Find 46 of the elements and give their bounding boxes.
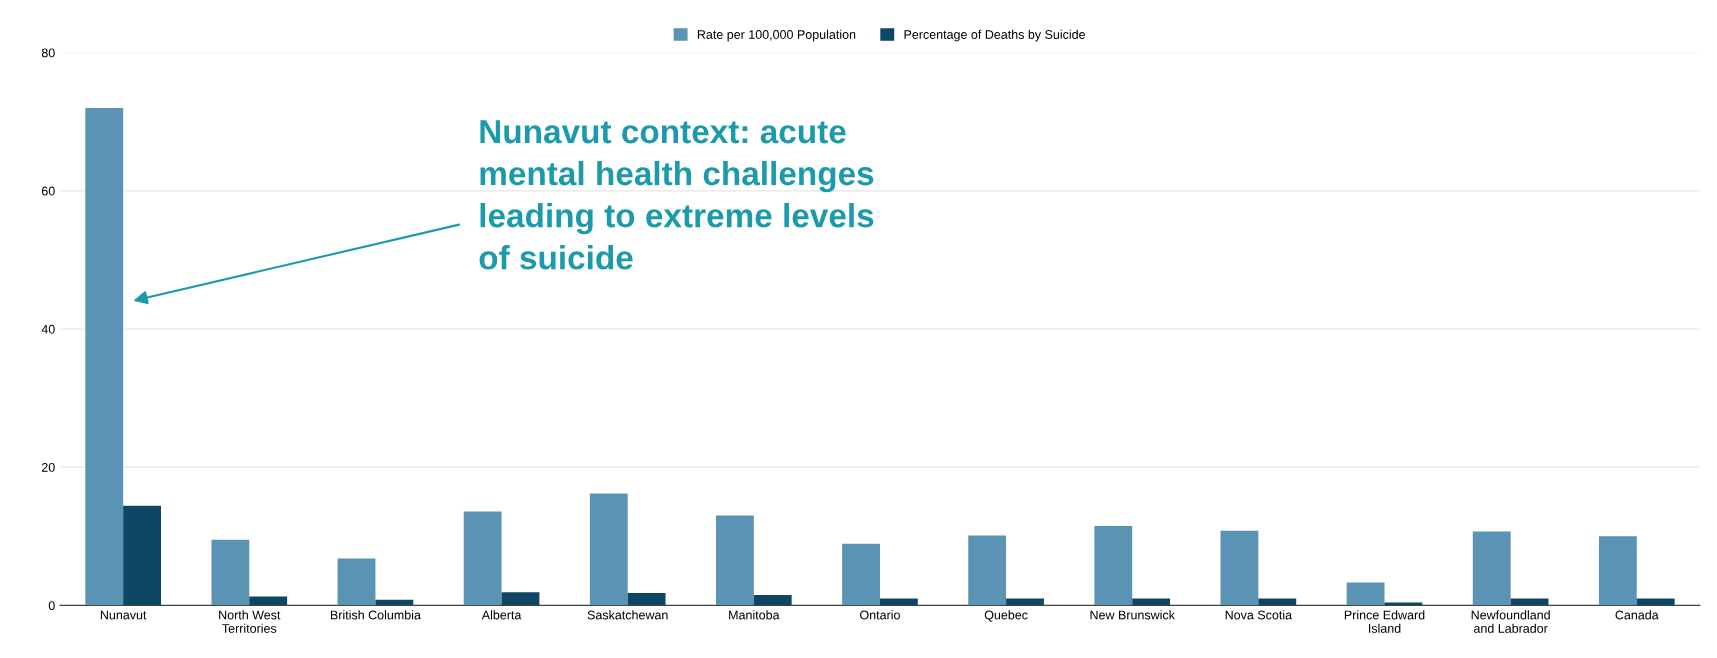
bar xyxy=(337,558,376,606)
bar xyxy=(85,107,124,606)
bar xyxy=(501,592,540,606)
bar xyxy=(968,535,1007,606)
bar xyxy=(1006,598,1044,606)
bar xyxy=(627,592,666,606)
x-tick-label: Ontario xyxy=(860,610,900,620)
bar xyxy=(123,505,161,606)
bar xyxy=(715,515,754,606)
y-tick-label: 80 xyxy=(41,48,55,58)
y-tick-label: 40 xyxy=(41,324,55,334)
bar xyxy=(1132,598,1171,606)
bar xyxy=(879,598,918,606)
bar xyxy=(1220,530,1259,606)
y-tick-label: 20 xyxy=(41,462,55,472)
legend-label: Percentage of Deaths by Suicide xyxy=(904,29,1086,42)
bar xyxy=(375,599,414,606)
x-tick-label: Saskatchewan xyxy=(587,610,668,620)
y-tick-label: 60 xyxy=(41,186,55,196)
x-tick-label: Nunavut xyxy=(100,610,147,620)
x-tick-label: New Brunswick xyxy=(1090,610,1175,620)
x-tick-label: Manitoba xyxy=(729,610,780,620)
bar xyxy=(1598,536,1637,606)
bar xyxy=(1510,598,1549,606)
bar xyxy=(589,493,628,606)
x-tick-label: Nova Scotia xyxy=(1225,610,1293,620)
bar xyxy=(753,595,792,606)
legend-label: Rate per 100,000 Population xyxy=(697,29,856,42)
x-tick-label: British Columbia xyxy=(330,610,421,620)
y-tick-label: 0 xyxy=(48,601,55,611)
x-tick-label: Canada xyxy=(1615,610,1659,620)
x-tick-label: Alberta xyxy=(481,610,522,620)
x-tick-label: North West Territories xyxy=(219,610,281,633)
x-tick-label: Newfoundland and Labrador xyxy=(1471,610,1550,633)
x-tick-label: Prince Edward Island xyxy=(1344,610,1425,633)
bar xyxy=(1346,582,1385,606)
x-tick-label: Quebec xyxy=(984,610,1028,622)
bar xyxy=(211,539,250,606)
annotation: Nunavut context: acute mental health challenges leading to extreme levels of suicide xyxy=(479,120,874,270)
bar xyxy=(463,511,502,606)
bar xyxy=(1636,598,1675,606)
bar xyxy=(249,596,288,606)
bar xyxy=(1094,525,1133,606)
bar xyxy=(1472,531,1511,606)
bar xyxy=(842,543,880,606)
bar xyxy=(1258,598,1297,606)
